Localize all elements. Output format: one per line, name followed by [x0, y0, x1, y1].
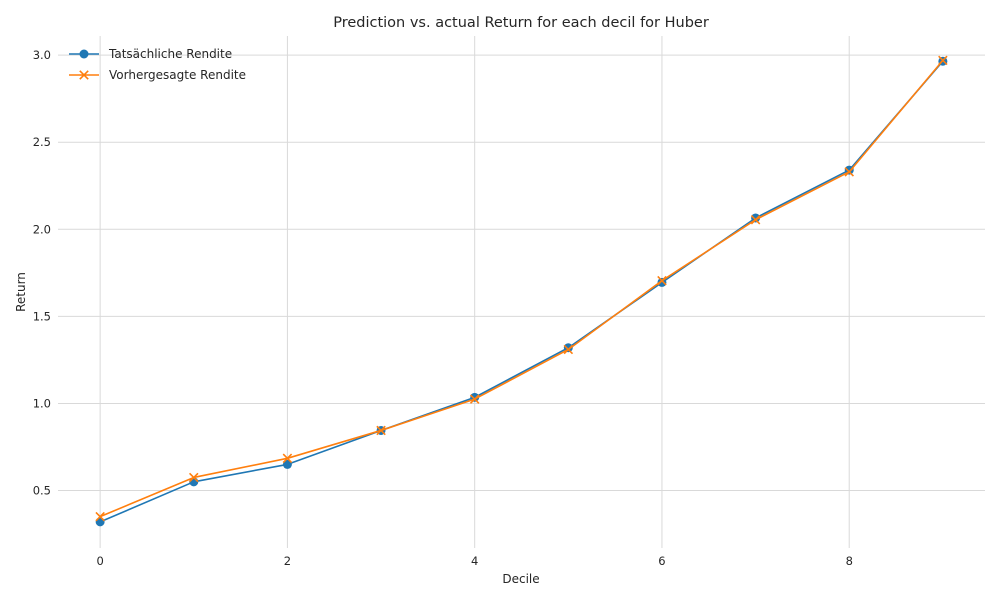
x-marker-stroke: [657, 275, 667, 286]
legend: Tatsächliche Rendite Vorhergesagte Rendit…: [69, 47, 246, 82]
x-marker-stroke: [95, 511, 105, 522]
series-2-point: [750, 214, 761, 225]
y-tick-label: 1.5: [33, 309, 51, 323]
y-axis-label: Return: [14, 272, 28, 312]
legend-marker: [79, 70, 89, 80]
series-2-point: [844, 167, 854, 177]
series-2-point: [469, 394, 480, 404]
y-tick-label: 1.0: [33, 396, 51, 410]
chart-title: Prediction vs. actual Return for each de…: [333, 15, 709, 31]
x-axis-ticks: 0 2 4 6 8: [96, 554, 852, 568]
y-tick-label: 2.0: [33, 222, 51, 236]
y-tick-label: 0.5: [33, 484, 51, 498]
series-1-point: [282, 459, 292, 469]
x-tick-label: 4: [471, 554, 478, 568]
series-2-point: [563, 344, 574, 355]
series-2: [95, 55, 948, 522]
legend-marker: [79, 49, 89, 59]
series-2-line: [99, 59, 944, 518]
series-2-point: [376, 425, 386, 436]
x-marker-stroke: [938, 55, 948, 66]
series-2-point: [657, 275, 667, 286]
y-tick-label: 3.0: [33, 48, 51, 62]
x-marker-stroke: [469, 394, 480, 404]
series-2-point: [189, 472, 199, 483]
series-layer: [95, 55, 948, 527]
x-tick-label: 0: [96, 554, 103, 568]
x-tick-label: 2: [284, 554, 291, 568]
series-2-point: [95, 511, 105, 522]
series-1-line: [99, 60, 944, 523]
legend-label: Tatsächliche Rendite: [108, 47, 232, 61]
series-1-point: [657, 277, 667, 287]
x-marker-stroke: [844, 167, 854, 177]
x-axis-label: Decile: [502, 572, 539, 586]
plot-area: [58, 36, 985, 548]
series-2-point: [938, 55, 948, 66]
x-tick-label: 8: [846, 554, 853, 568]
x-marker-stroke: [563, 344, 574, 355]
legend-item-1: Tatsächliche Rendite: [69, 47, 232, 61]
x-marker-stroke: [79, 70, 89, 80]
x-marker-stroke: [189, 472, 199, 483]
x-tick-label: 6: [658, 554, 665, 568]
series-2-point: [282, 453, 293, 464]
grid: [58, 36, 985, 548]
x-marker-stroke: [376, 425, 386, 436]
x-marker-stroke: [282, 453, 293, 464]
series-1: [95, 56, 948, 527]
y-axis-ticks: 0.5 1.0 1.5 2.0 2.5 3.0: [33, 48, 51, 497]
y-tick-label: 2.5: [33, 135, 51, 149]
x-marker-stroke: [750, 214, 761, 225]
legend-label: Vorhergesagte Rendite: [109, 68, 246, 82]
legend-item-2: Vorhergesagte Rendite: [69, 68, 246, 82]
series-1-point: [751, 213, 761, 223]
